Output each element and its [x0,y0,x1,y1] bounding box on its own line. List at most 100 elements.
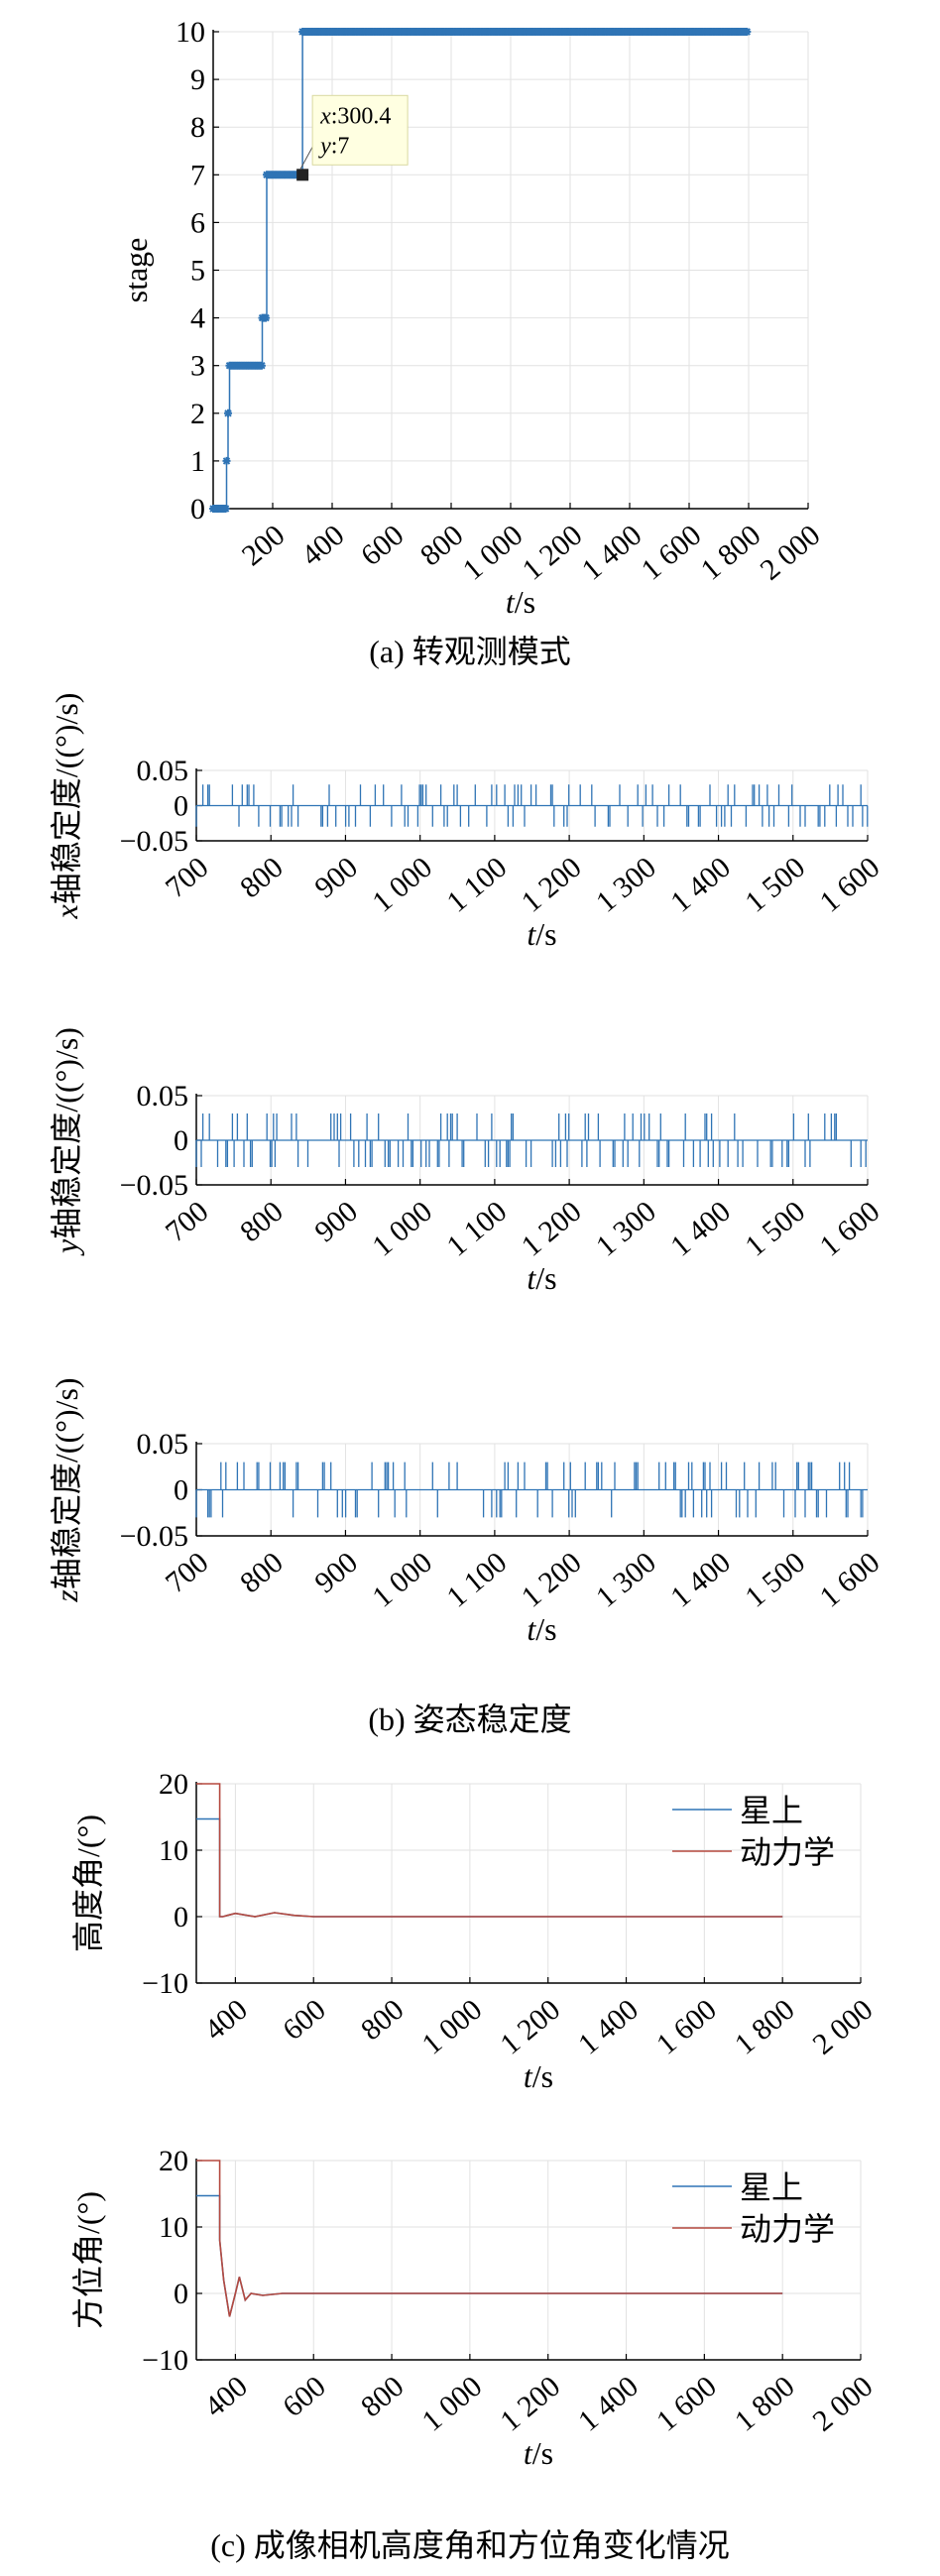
x-tick-label: 1 200 [517,519,589,587]
datatip-marker [296,169,309,181]
x-tick-label: 1 500 [739,1195,811,1263]
x-tick-label: 800 [234,1546,290,1599]
x-tick-label: 200 [236,519,292,572]
datatip-y: y:7 [318,133,349,159]
x-tick-label: 600 [355,519,411,572]
x-tick-label: 1 200 [516,851,588,919]
x-tick-label: 1 300 [590,851,662,919]
x-tick-label: 400 [198,1993,254,2047]
x-tick-label: 1 400 [664,1195,737,1263]
x-tick-label: 800 [234,851,290,904]
chart-elevation: 20 10 0 −10 400 600 800 1 000 1 200 1 400 1 600 1 8… [70,1768,879,2094]
x-tick-label: 400 [198,2370,254,2423]
y-axis-label: 方位角/(°) [70,2191,106,2329]
x-tick-label: 1 500 [739,1546,811,1614]
legend-label-1: 动力学 [740,2211,835,2247]
datatip-box [311,94,409,166]
x-tick-label: 1 200 [516,1546,588,1614]
series-line-1 [196,1783,783,1918]
x-tick-label: 1 300 [590,1546,662,1614]
x-tick-label: 1 800 [729,1993,801,2061]
y-tick-label: −0.05 [120,1169,188,1202]
x-tick-label: 1 100 [440,1546,513,1614]
x-tick-label: 1 400 [572,1993,645,2061]
x-tick-label: 1 400 [664,1546,737,1614]
y-axis-label: y轴稳定度/((°)/s) [49,1027,84,1256]
x-tick-label: 400 [295,519,351,572]
x-tick-label: 1 800 [695,519,767,587]
datatip-leader [299,147,313,170]
marker [743,28,752,36]
x-tick-label: 1 600 [814,1195,886,1263]
x-axis-label: t/s [527,1260,556,1296]
x-tick-label: 1 200 [494,2370,566,2438]
x-tick-label: 1 000 [457,519,529,587]
x-tick-label: 1 000 [366,1546,438,1614]
y-axis-label: 高度角/(°) [70,1815,106,1952]
y-tick-label: −10 [142,2344,188,2377]
y-tick-label: −0.05 [120,1520,188,1553]
y-tick-label: 9 [190,63,205,96]
x-tick-label: 800 [355,2370,411,2423]
x-tick-label: 1 200 [494,1993,566,2061]
legend-label-0: 星上 [740,1793,803,1828]
x-tick-label: 900 [308,1195,364,1248]
x-tick-label: 1 100 [440,851,513,919]
x-tick-label: 1 000 [366,1195,438,1263]
x-tick-label: 1 600 [814,1546,886,1614]
y-tick-label: 4 [190,302,205,335]
x-tick-label: 700 [160,1546,215,1599]
series-line [195,1462,868,1518]
x-tick-label: 1 500 [739,851,811,919]
caption-a: (a) 转观测模式 [369,634,571,669]
legend-label-1: 动力学 [740,1834,835,1870]
x-tick-label: 1 800 [729,2370,801,2438]
x-tick-label: 2 000 [755,519,827,587]
markers [209,28,752,513]
x-tick-label: 1 400 [576,519,648,587]
y-axis-label: x轴稳定度/((°)/s) [49,693,84,920]
x-axis-label: t/s [524,2058,553,2094]
y-tick-label: 0 [190,493,205,526]
datatip-x: x:300.4 [319,103,391,129]
y-tick-label: 0.05 [137,755,189,787]
y-tick-label: 0 [174,1124,188,1157]
y-tick-label: 2 [190,398,205,430]
series-line-0 [196,1817,783,1918]
legend-label-0: 星上 [740,2169,803,2205]
x-tick-label: 600 [277,2370,332,2423]
y-tick-label: 8 [190,111,205,144]
x-tick-label: 1 600 [650,2370,723,2438]
y-tick-label: 5 [190,255,205,288]
caption-c: (c) 成像相机高度角和方位角变化情况 [210,2527,730,2563]
y-tick-label: −0.05 [120,825,188,858]
series-line [195,1113,868,1167]
x-tick-label: 1 100 [440,1195,513,1263]
x-tick-label: 2 000 [807,2370,880,2438]
x-tick-label: 1 000 [415,2370,488,2438]
y-tick-label: 10 [159,1834,188,1867]
marker [257,361,266,370]
x-tick-label: 2 000 [807,1993,880,2061]
marker [221,505,230,513]
chart-azimuth: 20 10 0 −10 400 600 800 1 000 1 200 1 400 1 600 1 8… [70,2145,879,2471]
x-tick-label: 1 200 [516,1195,588,1263]
y-axis-label: z轴稳定度/((°)/s) [49,1377,84,1602]
marker [262,313,271,322]
y-tick-label: 0 [174,790,188,823]
y-tick-label: 0 [174,1901,188,1933]
y-tick-label: 0 [174,1474,188,1507]
x-axis-label: t/s [506,584,535,620]
x-tick-label: 1 300 [590,1195,662,1263]
x-tick-label: 1 600 [814,851,886,919]
y-tick-label: 6 [190,206,205,239]
x-tick-label: 1 600 [650,1993,723,2061]
y-tick-label: −10 [142,1967,188,2000]
series-line [195,784,869,827]
marker [224,409,232,417]
